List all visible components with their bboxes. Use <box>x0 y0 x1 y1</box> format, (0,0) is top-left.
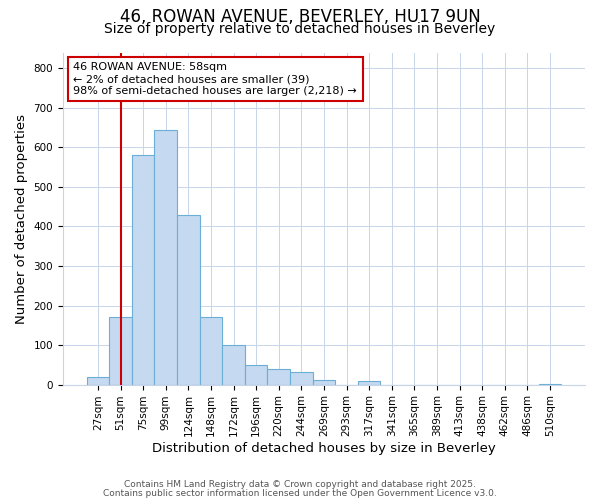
Bar <box>200 316 222 384</box>
Text: Contains public sector information licensed under the Open Government Licence v3: Contains public sector information licen… <box>103 488 497 498</box>
X-axis label: Distribution of detached houses by size in Beverley: Distribution of detached houses by size … <box>152 442 496 455</box>
Bar <box>154 130 177 384</box>
Bar <box>358 380 380 384</box>
Bar <box>290 372 313 384</box>
Bar <box>177 214 200 384</box>
Bar <box>132 156 154 384</box>
Text: Contains HM Land Registry data © Crown copyright and database right 2025.: Contains HM Land Registry data © Crown c… <box>124 480 476 489</box>
Y-axis label: Number of detached properties: Number of detached properties <box>15 114 28 324</box>
Text: 46 ROWAN AVENUE: 58sqm
← 2% of detached houses are smaller (39)
98% of semi-deta: 46 ROWAN AVENUE: 58sqm ← 2% of detached … <box>73 62 357 96</box>
Bar <box>245 365 268 384</box>
Text: Size of property relative to detached houses in Beverley: Size of property relative to detached ho… <box>104 22 496 36</box>
Bar <box>268 369 290 384</box>
Bar <box>86 378 109 384</box>
Bar <box>222 345 245 385</box>
Bar <box>109 318 132 384</box>
Text: 46, ROWAN AVENUE, BEVERLEY, HU17 9UN: 46, ROWAN AVENUE, BEVERLEY, HU17 9UN <box>119 8 481 26</box>
Bar <box>313 380 335 384</box>
